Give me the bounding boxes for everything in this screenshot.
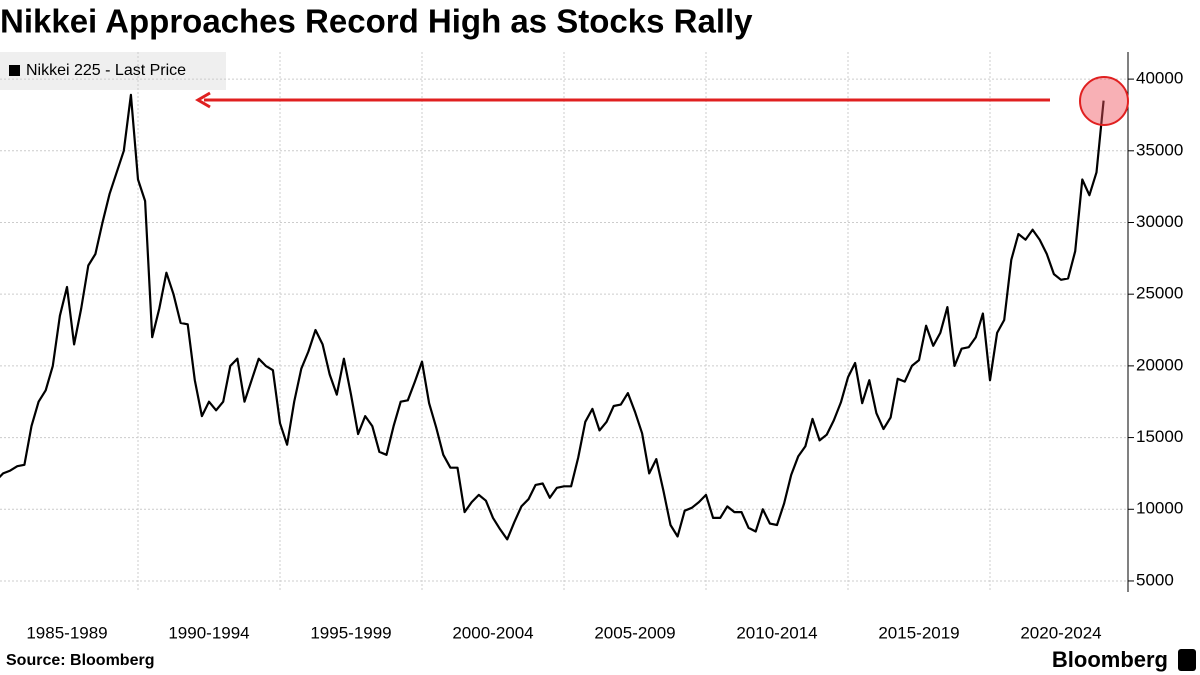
brand: Bloomberg [1052,647,1168,672]
x-tick-label: 1995-1999 [310,623,391,642]
brand-icon [1178,649,1196,671]
source: Source: Bloomberg [6,652,154,669]
highlight-circle [1079,76,1129,126]
x-tick-label: 1985-1989 [26,623,107,642]
y-tick-label: 5000 [1136,570,1174,589]
y-tick-label: 30000 [1136,212,1183,231]
legend-swatch [9,65,20,76]
y-tick-label: 15000 [1136,427,1183,446]
plot: 5000 10000 15000 20000 25000 30000 35000 40000 1… [0,52,1183,642]
series-line [0,93,1105,541]
x-tick-label: 2015-2019 [878,623,959,642]
legend-box [0,52,226,90]
y-tick-label: 35000 [1136,140,1183,159]
legend-label: Nikkei 225 - Last Price [26,62,186,79]
y-tick-label: 20000 [1136,355,1183,374]
x-tick-label: 2005-2009 [594,623,675,642]
y-tick-label: 10000 [1136,499,1183,518]
x-tick-label: 2020-2024 [1020,623,1101,642]
x-tick-label: 2000-2004 [452,623,533,642]
x-tick-label: 2010-2014 [736,623,817,642]
x-tick-label: 1990-1994 [168,623,249,642]
y-tick-label: 40000 [1136,69,1183,88]
y-tick-label: 25000 [1136,284,1183,303]
chart-title: Nikkei Approaches Record High as Stocks … [0,3,753,40]
arrow-head [195,91,211,109]
